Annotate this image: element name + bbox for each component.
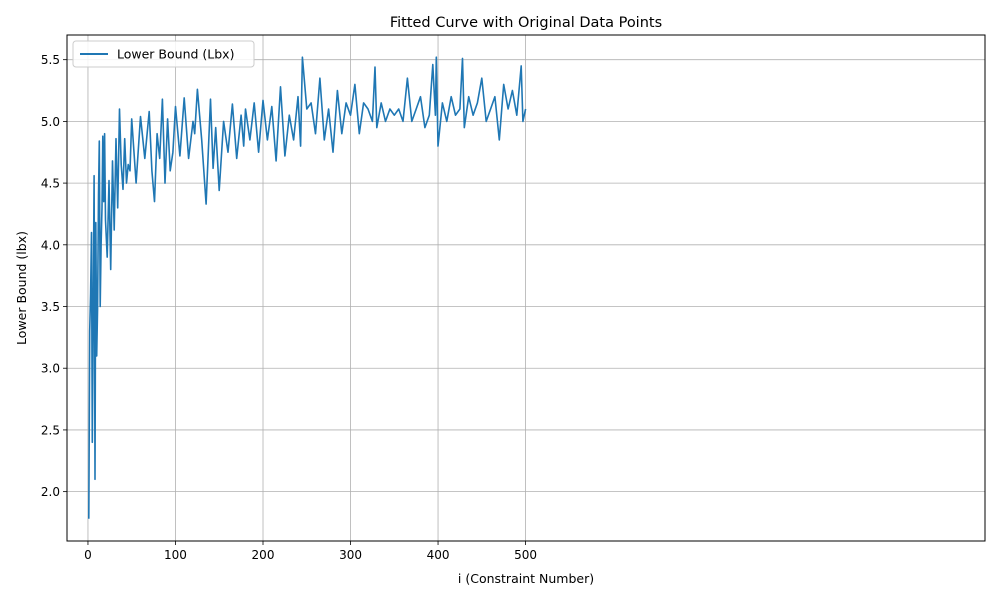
x-tick-label: 500 bbox=[514, 548, 537, 562]
x-tick-label: 200 bbox=[252, 548, 275, 562]
y-tick-label: 3.0 bbox=[41, 362, 60, 376]
legend-box bbox=[72, 40, 255, 68]
y-axis-label: Lower Bound (lbx) bbox=[14, 231, 29, 345]
y-axis: 2.0 2.5 3.0 3.5 4.0 4.5 5.0 5.5 bbox=[41, 53, 67, 499]
legend-label: Lower Bound (Lbx) bbox=[117, 47, 234, 62]
series-line-0 bbox=[88, 56, 527, 519]
y-tick-label: 2.0 bbox=[41, 485, 60, 499]
x-axis-label: i (Constraint Number) bbox=[458, 571, 594, 586]
x-axis: 0 100 200 300 400 500 bbox=[84, 541, 537, 562]
chart-title: Fitted Curve with Original Data Points bbox=[390, 15, 662, 31]
x-tick-label: 300 bbox=[339, 548, 362, 562]
y-tick-label: 2.5 bbox=[41, 423, 60, 437]
plot-frame bbox=[66, 34, 986, 542]
y-tick-label: 3.5 bbox=[41, 300, 60, 314]
x-tick-label: 0 bbox=[84, 548, 92, 562]
series-layer bbox=[88, 56, 527, 519]
y-tick-label: 4.0 bbox=[41, 238, 60, 252]
y-tick-label: 5.0 bbox=[41, 115, 60, 129]
y-tick-label: 5.5 bbox=[41, 53, 60, 67]
legend: Lower Bound (Lbx) bbox=[72, 40, 255, 68]
x-tick-label: 100 bbox=[164, 548, 187, 562]
x-tick-label: 400 bbox=[427, 548, 450, 562]
y-tick-label: 4.5 bbox=[41, 177, 60, 191]
